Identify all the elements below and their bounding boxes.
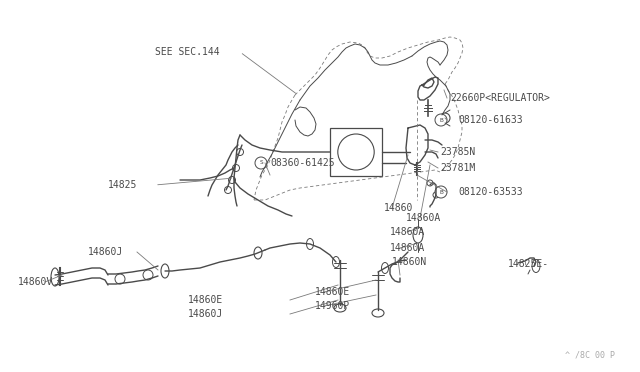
Circle shape xyxy=(225,186,232,193)
Text: 14860E: 14860E xyxy=(315,287,350,297)
Text: 14860A: 14860A xyxy=(406,213,441,223)
Text: 14860J: 14860J xyxy=(188,309,223,319)
Text: 14860A: 14860A xyxy=(390,227,425,237)
Text: 08360-61425: 08360-61425 xyxy=(270,158,335,168)
Circle shape xyxy=(228,176,236,183)
Text: 14860E: 14860E xyxy=(188,295,223,305)
Circle shape xyxy=(115,274,125,284)
Text: B: B xyxy=(439,118,443,122)
Circle shape xyxy=(232,164,239,171)
Text: 14860J: 14860J xyxy=(88,247,124,257)
Text: 14860: 14860 xyxy=(384,203,413,213)
Circle shape xyxy=(435,114,447,126)
Text: 08120-63533: 08120-63533 xyxy=(458,187,523,197)
Circle shape xyxy=(255,157,267,169)
Bar xyxy=(330,128,382,176)
Text: 14825: 14825 xyxy=(108,180,138,190)
Text: B: B xyxy=(439,189,443,195)
Circle shape xyxy=(237,148,243,155)
Text: SEE SEC.144: SEE SEC.144 xyxy=(155,47,220,57)
Circle shape xyxy=(435,186,447,198)
Text: 23785N: 23785N xyxy=(440,147,476,157)
Text: 22660P<REGULATOR>: 22660P<REGULATOR> xyxy=(450,93,550,103)
Text: 14860A: 14860A xyxy=(390,243,425,253)
Circle shape xyxy=(143,270,153,280)
Text: S: S xyxy=(259,160,263,166)
Text: 23781M: 23781M xyxy=(440,163,476,173)
Text: 14860N: 14860N xyxy=(392,257,428,267)
Text: 08120-61633: 08120-61633 xyxy=(458,115,523,125)
Text: 14960P: 14960P xyxy=(315,301,350,311)
Text: 14860V: 14860V xyxy=(18,277,53,287)
Text: 14825E-: 14825E- xyxy=(508,259,549,269)
Text: ^ /8C 00 P: ^ /8C 00 P xyxy=(565,351,615,360)
